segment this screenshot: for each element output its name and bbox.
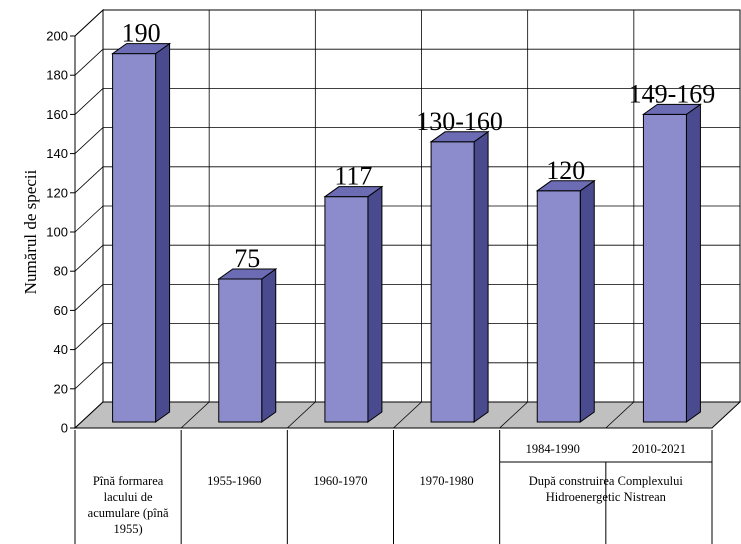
bar-side <box>155 42 171 423</box>
y-tick-label: 180 <box>46 68 68 83</box>
category-label: 1984-1990 <box>526 442 580 456</box>
bar-top <box>535 180 596 192</box>
bar-front <box>430 141 475 423</box>
y-tick-label: 80 <box>54 264 68 279</box>
bar: 190 <box>111 19 172 423</box>
category-label: Pînă formarea <box>93 474 164 488</box>
y-axis-label: Numărul de specii <box>21 169 40 294</box>
bar-front <box>112 53 157 423</box>
floor-divider <box>605 401 635 429</box>
y-tick-label: 0 <box>61 421 68 436</box>
bar-top <box>323 186 384 198</box>
bar: 120 <box>535 156 596 423</box>
bar: 75 <box>217 244 278 423</box>
bar-top <box>641 103 702 115</box>
y-tick-label: 140 <box>46 146 68 161</box>
y-axis-ticks: 0 20 40 60 80 100 120 140 160 180 200 <box>46 29 75 436</box>
y-tick-label: 160 <box>46 107 68 122</box>
data-label: 149-169 <box>629 79 716 108</box>
y-tick-label: 120 <box>46 185 68 200</box>
data-label: 130-160 <box>416 107 503 136</box>
gridline-side <box>74 323 104 350</box>
gridline-side <box>74 48 104 76</box>
gridline-side <box>74 284 104 311</box>
group-label: Hidroenergetic Nistrean <box>546 490 667 504</box>
gridline-side <box>74 127 104 154</box>
category-label: lacului de <box>104 490 153 504</box>
bar: 117 <box>323 162 384 423</box>
chart-bars: 190 75 117 130-160 120 149-169 <box>111 19 716 423</box>
bar-top <box>217 268 278 280</box>
bar-front <box>218 278 263 423</box>
category-table: Pînă formarea lacului de acumulare (pînă 19… <box>74 430 713 544</box>
bar-side <box>261 268 277 423</box>
y-tick-label: 100 <box>46 225 68 240</box>
category-label: 2010-2021 <box>632 442 686 456</box>
category-label: 1960-1970 <box>313 474 367 488</box>
category-label: 1955) <box>113 522 142 536</box>
chart-grid <box>73 8 741 430</box>
data-label: 120 <box>546 156 585 185</box>
category-label: 1955-1960 <box>207 474 261 488</box>
bar-front <box>642 113 687 423</box>
group-label: După construirea Complexului <box>529 474 684 488</box>
floor-divider <box>287 401 316 429</box>
bar-side <box>685 103 701 423</box>
gridline-side <box>74 88 104 115</box>
floor-divider <box>499 401 528 429</box>
bar-side <box>473 130 489 423</box>
data-label: 117 <box>334 162 372 191</box>
y-tick-label: 200 <box>46 29 68 44</box>
data-label: 75 <box>234 244 260 273</box>
bar: 130-160 <box>416 107 503 423</box>
y-tick-label: 20 <box>54 381 68 396</box>
category-label: acumulare (pînă <box>88 506 169 520</box>
gridline-side <box>74 9 104 37</box>
gridline-side <box>74 362 104 390</box>
bar-top <box>429 131 490 143</box>
bar-side <box>579 179 595 423</box>
gridline-side <box>74 166 104 194</box>
gridline-side <box>74 205 104 233</box>
bar-front <box>536 190 581 423</box>
bar-top <box>111 43 172 55</box>
floor-divider <box>393 401 422 429</box>
data-label: 190 <box>122 19 161 48</box>
bar-front <box>324 196 369 423</box>
bar-side <box>367 185 383 423</box>
gridline-side <box>74 244 104 272</box>
y-tick-label: 40 <box>54 342 68 357</box>
floor-divider <box>180 401 210 429</box>
y-tick-label: 60 <box>54 303 68 318</box>
bar: 149-169 <box>629 79 716 423</box>
category-label: 1970-1980 <box>419 474 473 488</box>
